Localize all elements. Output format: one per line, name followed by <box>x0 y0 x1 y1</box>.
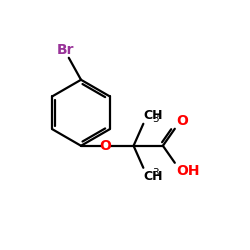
Text: CH: CH <box>144 170 163 183</box>
Text: CH: CH <box>144 109 163 122</box>
Text: Br: Br <box>56 42 74 56</box>
Text: O: O <box>100 139 112 153</box>
Text: O: O <box>176 114 188 128</box>
Text: OH: OH <box>176 164 200 178</box>
Text: 3: 3 <box>152 114 159 124</box>
Text: 3: 3 <box>152 168 159 178</box>
